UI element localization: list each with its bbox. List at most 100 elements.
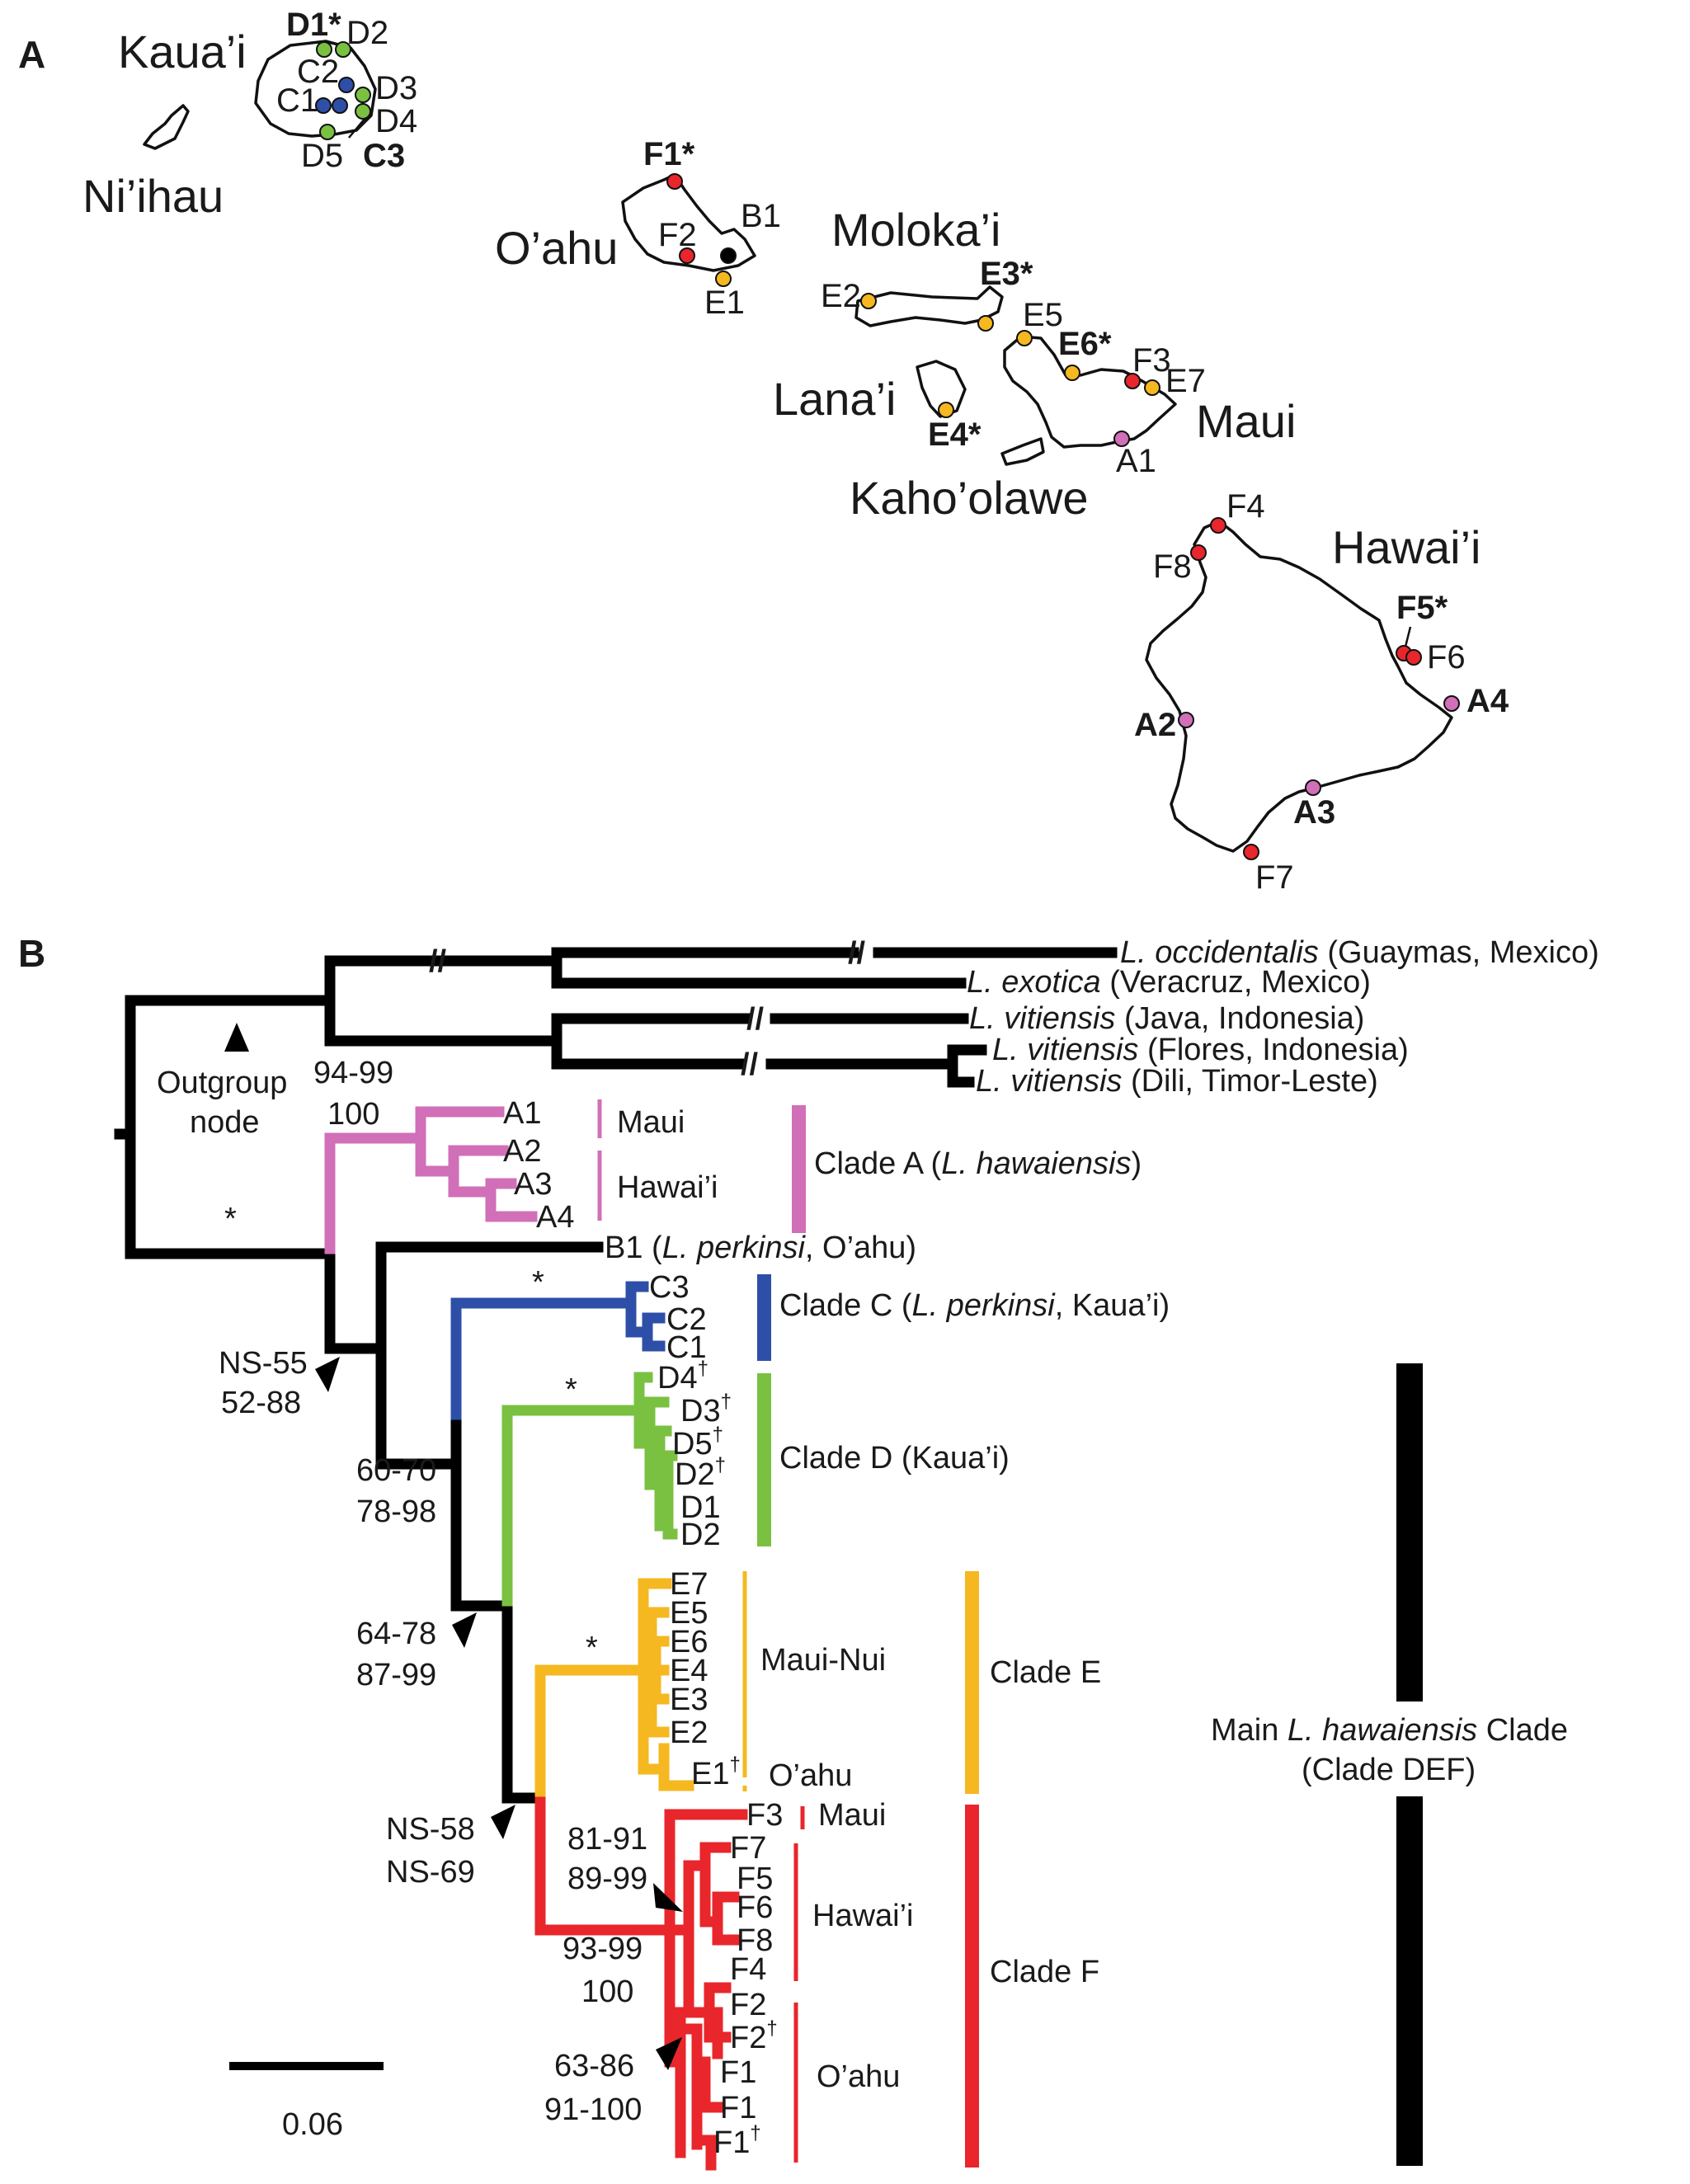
island-label-molokai: Moloka’i: [831, 204, 1000, 256]
site-label-b1: B1: [741, 198, 781, 234]
site-label-f7: F7: [1255, 859, 1294, 896]
site-marker-a1: [1113, 431, 1130, 447]
site-label-a4: A4: [1466, 683, 1509, 719]
site-label-e3: E3*: [980, 256, 1033, 292]
support-clade-a-2: 100: [327, 1097, 379, 1132]
clade-bar-e: [965, 1571, 979, 1794]
tip-f4: F4: [730, 1952, 766, 1987]
niihau-coastline: [143, 104, 190, 150]
outgroup-branches: [114, 947, 1118, 1804]
site-marker-e7: [1144, 379, 1160, 396]
outgroup-node-label-2: node: [190, 1105, 260, 1140]
support-node-4a: NS-58: [386, 1812, 475, 1847]
clade-f-branches: [534, 1796, 748, 2171]
tip-a4: A4: [536, 1200, 574, 1235]
island-label-kauai: Kaua’i: [118, 26, 247, 78]
tip-d5: D5†: [672, 1424, 723, 1461]
clade-label-main: Main L. hawaiensis Clade: [1211, 1713, 1568, 1748]
island-label-kahoolawe: Kaho’olawe: [850, 472, 1089, 524]
site-marker-f6: [1405, 649, 1422, 666]
site-label-d2: D2: [346, 15, 388, 51]
region-bars: [597, 1099, 805, 2163]
support-arrow-1: [315, 1357, 340, 1392]
lanai-coastline: [916, 360, 967, 418]
site-label-c2: C2: [297, 54, 339, 90]
support-star-e: *: [586, 1631, 598, 1665]
site-marker-f1: [666, 173, 683, 190]
tip-e4: E4: [670, 1654, 708, 1688]
tip-c2: C2: [666, 1302, 707, 1337]
site-marker-e1: [715, 271, 732, 287]
island-label-lanai: Lana’i: [773, 373, 896, 425]
tip-f2-dagger: F2†: [730, 2017, 778, 2055]
outgroup-node-arrow: [224, 1023, 249, 1052]
site-marker-a3: [1305, 779, 1321, 796]
region-label-oahu-e: O’ahu: [769, 1758, 852, 1793]
island-label-niihau: Ni’ihau: [82, 170, 224, 222]
island-label-oahu: O’ahu: [495, 222, 618, 274]
clade-label-a: Clade A (L. hawaiensis): [814, 1146, 1142, 1181]
site-marker-f7: [1243, 844, 1259, 860]
clade-bar-f: [965, 1805, 979, 2168]
clade-bar-main-bottom: [1396, 1796, 1423, 2166]
site-marker-c1: [315, 97, 332, 114]
support-node-4b: NS-69: [386, 1855, 475, 1890]
support-star-root: *: [224, 1202, 237, 1236]
site-label-e4: E4*: [928, 417, 982, 453]
support-f1b: 89-99: [567, 1862, 647, 1896]
branch-break-mark-4: //: [741, 1047, 759, 1082]
panel-label-a: A: [18, 33, 45, 76]
tip-e1: E1†: [691, 1753, 741, 1791]
site-label-f4: F4: [1226, 488, 1265, 525]
site-label-e5: E5: [1023, 297, 1063, 333]
tip-e2: E2: [670, 1716, 708, 1750]
clade-label-main-line2: (Clade DEF): [1302, 1753, 1476, 1787]
site-label-d5: D5: [301, 138, 343, 174]
site-label-c1: C1: [276, 82, 318, 119]
tip-d1: D1: [680, 1490, 721, 1525]
tip-a3: A3: [514, 1167, 552, 1202]
site-label-e6: E6*: [1058, 326, 1112, 362]
site-marker-f8: [1190, 544, 1207, 561]
island-label-hawaii: Hawai’i: [1332, 521, 1481, 573]
clade-bar-d: [757, 1373, 771, 1546]
site-marker-d3: [355, 87, 371, 103]
clade-e-branches: [534, 1578, 694, 1799]
site-label-d4: D4: [375, 103, 417, 139]
tip-e6: E6: [670, 1625, 708, 1659]
region-label-maui-a: Maui: [617, 1105, 685, 1140]
outgroup-node-label-1: Outgroup: [157, 1066, 287, 1100]
tip-d2: D2: [680, 1518, 721, 1552]
region-label-maui-f: Maui: [818, 1798, 886, 1833]
branch-break-mark-3: //: [746, 1002, 765, 1037]
site-marker-c3: [332, 97, 348, 114]
site-label-f3: F3: [1132, 342, 1171, 379]
tip-e3: E3: [670, 1683, 708, 1717]
support-star-d: *: [565, 1372, 577, 1407]
tip-f1-a: F1: [720, 2055, 756, 2090]
tip-d2-dagger: D2†: [675, 1454, 726, 1492]
support-arrow-f1: [653, 1883, 683, 1912]
region-label-oahu-f: O’ahu: [817, 2059, 900, 2094]
panel-a-map: A Kaua’i Ni’ihau O’ahu Moloka’i Lana’i K…: [18, 7, 1509, 896]
site-label-d3: D3: [375, 70, 417, 106]
site-label-a3: A3: [1293, 794, 1335, 831]
site-label-e1: E1: [704, 285, 745, 321]
site-label-f1: F1*: [643, 136, 695, 172]
site-marker-b1: [720, 247, 737, 264]
site-marker-e3: [977, 315, 994, 332]
site-label-e2: E2: [821, 278, 861, 314]
support-arrow-4: [491, 1805, 515, 1839]
site-label-a2: A2: [1134, 707, 1176, 743]
support-node-2b: 78-98: [356, 1494, 436, 1529]
clade-bar-main-top: [1396, 1363, 1423, 1702]
support-clade-a-1: 94-99: [313, 1056, 393, 1090]
site-label-f6: F6: [1427, 639, 1466, 675]
support-node-1a: NS-55: [219, 1346, 308, 1381]
site-label-a1: A1: [1116, 443, 1156, 479]
island-label-maui: Maui: [1196, 395, 1296, 447]
support-star-c: *: [532, 1265, 544, 1300]
clade-bar-c: [757, 1274, 771, 1361]
clade-bars: [757, 1105, 1423, 2168]
tip-c3: C3: [649, 1270, 690, 1305]
